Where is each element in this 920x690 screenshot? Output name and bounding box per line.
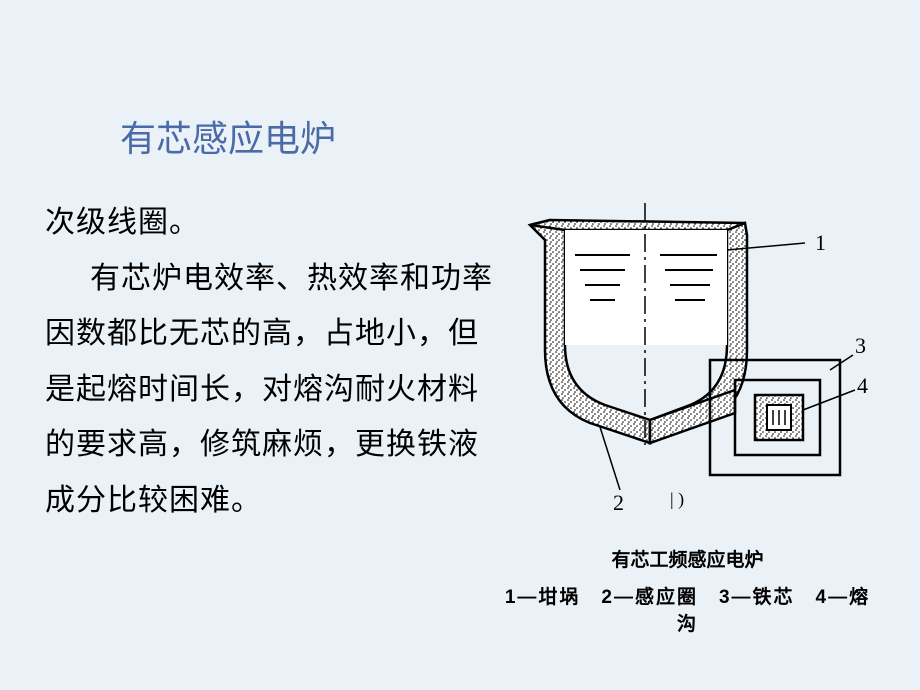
label-2: 2 [613, 490, 624, 515]
label-3: 3 [855, 333, 866, 358]
label-3-line [830, 355, 853, 370]
paragraph-2: 有芯炉电效率、热效率和功率因数都比无芯的高，占地小，但是起熔时间长，对熔沟耐火材… [45, 262, 493, 517]
label-1: 1 [815, 230, 826, 255]
liquid-bg [565, 230, 727, 345]
diagram-caption: 有芯工频感应电炉 [495, 545, 880, 572]
crucible-rim [530, 220, 745, 230]
label-4-line [803, 390, 855, 410]
slide-title: 有芯感应电炉 [120, 110, 336, 162]
furnace-diagram: 1 2 3 4 | ) [495, 195, 880, 535]
label-4: 4 [857, 373, 868, 398]
diagram-container: 1 2 3 4 | ) 有芯工频感应电炉 1—坩埚 2—感应圈 3—铁芯 4—熔… [495, 195, 880, 595]
channel [650, 390, 735, 443]
diagram-legend: 1—坩埚 2—感应圈 3—铁芯 4—熔沟 [495, 582, 880, 636]
label-2-line [600, 427, 620, 490]
paragraph-1: 次级线圈。 [45, 206, 200, 239]
mark: | ) [670, 489, 684, 510]
body-text: 次级线圈。 有芯炉电效率、热效率和功率因数都比无芯的高，占地小，但是起熔时间长，… [45, 195, 505, 528]
